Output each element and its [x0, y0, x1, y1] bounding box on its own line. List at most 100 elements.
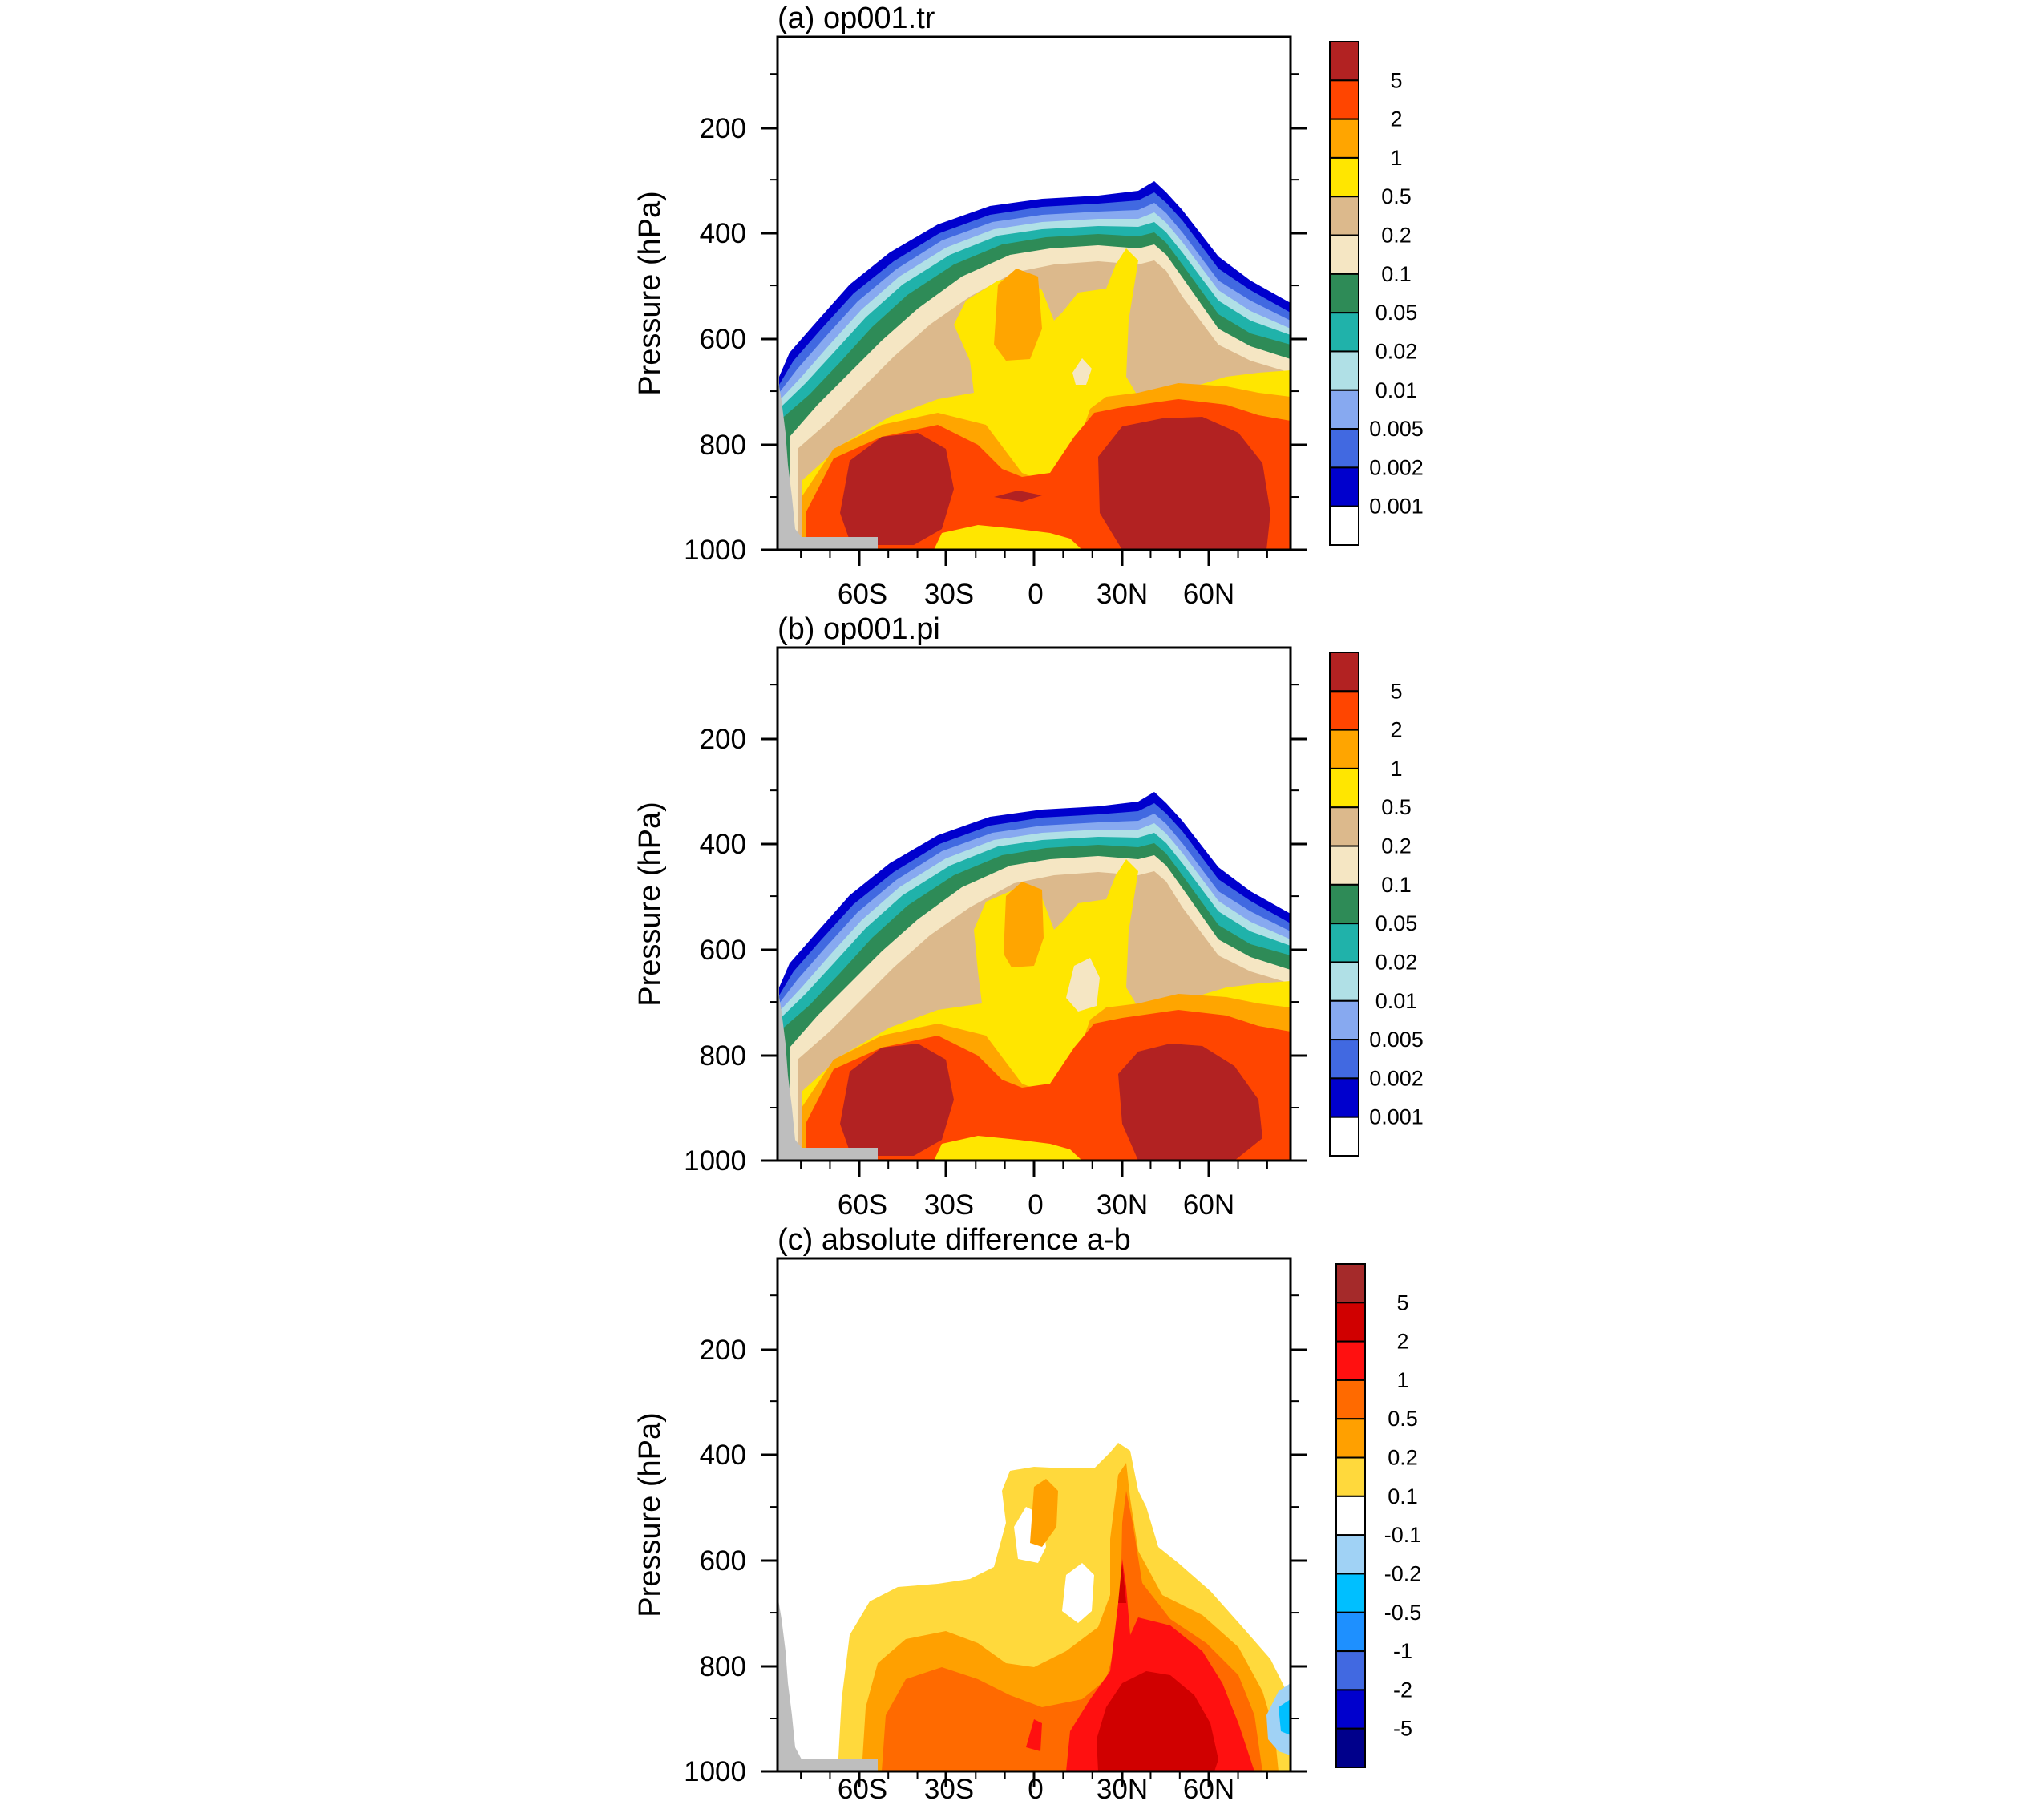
colorbar-label: 0.1 [1381, 873, 1412, 897]
x-tick-label: 60S [838, 1189, 887, 1221]
colorbar-b: 5 2 1 0.5 0.2 0.1 0.05 0.02 0.01 0.005 0.002 0.001 [1329, 652, 1424, 1157]
contour-a-5 [840, 417, 1270, 550]
x-tick-label: 0 [1028, 579, 1043, 610]
colorbar-label: 0.001 [1369, 1105, 1424, 1129]
x-tick-labels-c: 60S 30S 0 30N 60N [838, 1774, 1234, 1805]
colorbar-label: 0.02 [1375, 950, 1418, 974]
colorbar-label: 0.002 [1369, 1066, 1424, 1090]
colorbar-swatch [1329, 845, 1359, 886]
y-tick-label: 400 [700, 829, 746, 860]
y-tick-labels-a: 200 400 600 800 1000 [684, 113, 746, 566]
colorbar-label: 0.005 [1369, 417, 1424, 441]
y-tick-labels-b: 200 400 600 800 1000 [684, 724, 746, 1177]
contour-b-5 [840, 1044, 1262, 1161]
colorbar-swatch [1335, 1534, 1366, 1575]
y-tick-label: 600 [700, 935, 746, 966]
colorbar-label: 0.001 [1369, 495, 1424, 519]
colorbar-swatch [1329, 234, 1359, 275]
colorbar-swatch [1329, 312, 1359, 353]
x-tick-label: 60N [1183, 1189, 1234, 1221]
y-ticks-a [761, 127, 1307, 551]
colorbar-swatch [1329, 652, 1359, 693]
colorbar-swatch [1329, 1077, 1359, 1118]
x-tick-label: 60S [838, 579, 887, 610]
colorbar-swatch [1329, 118, 1359, 159]
colorbar-label: 2 [1390, 107, 1402, 131]
colorbar-label: 0.05 [1375, 301, 1418, 325]
colorbar-swatch [1329, 79, 1359, 120]
colorbar-swatch [1329, 466, 1359, 507]
contour-b-0.1-pocket [1066, 958, 1100, 1012]
topography-b [778, 987, 878, 1161]
colorbar-label: 0.5 [1381, 184, 1412, 208]
colorbar-swatch [1329, 156, 1359, 198]
x-tick-label: 30S [924, 579, 974, 610]
x-tick-label: 60N [1183, 579, 1234, 610]
colorbar-label: 5 [1390, 68, 1402, 92]
colorbar-swatch [1329, 389, 1359, 430]
colorbar-label: -2 [1393, 1678, 1412, 1702]
colorbar-swatch [1329, 767, 1359, 809]
colorbar-label: 1 [1390, 757, 1402, 781]
y-axis-label-b: Pressure (hPa) [633, 802, 667, 1007]
x-tick-label: 60S [838, 1774, 887, 1805]
colorbar-label: -1 [1393, 1639, 1412, 1663]
colorbar-label: -5 [1393, 1717, 1412, 1741]
y-tick-label: 1000 [684, 1145, 746, 1177]
minor-ticks [770, 1294, 1299, 1779]
colorbar-label: 0.1 [1388, 1484, 1418, 1508]
colorbar-swatch [1329, 505, 1359, 547]
colorbar-swatch [1335, 1689, 1366, 1730]
y-tick-label: 1000 [684, 1756, 746, 1787]
contour-c-neg-0.1 [1266, 1683, 1291, 1755]
panel-a-title: (a) op001.tr [778, 2, 935, 35]
colorbar-swatch [1329, 428, 1359, 469]
colorbar-label: 0.5 [1381, 795, 1412, 819]
colorbar-c: 5 2 1 0.5 0.2 0.1 -0.1 -0.2 -0.5 -1 -2 -5 [1335, 1263, 1422, 1769]
colorbar-label: -0.5 [1384, 1601, 1422, 1625]
y-ticks-b [761, 737, 1307, 1162]
colorbar-swatch [1335, 1727, 1366, 1769]
y-tick-label: 200 [700, 113, 746, 144]
contour-a-0.5-interior [934, 525, 1082, 550]
colorbar-swatch [1335, 1611, 1366, 1653]
colorbar-swatch [1335, 1650, 1366, 1691]
contour-a-1-pocket [994, 269, 1042, 361]
x-tick-labels-b: 60S 30S 0 30N 60N [838, 1189, 1234, 1221]
x-tick-label: 0 [1028, 1189, 1043, 1221]
colorbar-swatch [1329, 350, 1359, 391]
y-tick-labels-c: 200 400 600 800 1000 [684, 1335, 746, 1787]
y-tick-label: 400 [700, 1440, 746, 1471]
colorbar-swatch [1335, 1263, 1366, 1304]
x-tick-label: 30N [1097, 1189, 1148, 1221]
colorbar-swatch [1335, 1573, 1366, 1613]
colorbar-label: 0.002 [1369, 455, 1424, 479]
y-tick-label: 600 [700, 324, 746, 355]
panel-c-title: (c) absolute difference a-b [778, 1223, 1131, 1257]
colorbar-swatch [1335, 1495, 1366, 1536]
x-tick-label: 0 [1028, 1774, 1043, 1805]
colorbar-label: 1 [1396, 1368, 1408, 1392]
topography-c [778, 1595, 878, 1771]
y-tick-label: 200 [700, 1335, 746, 1366]
colorbar-swatch [1329, 883, 1359, 925]
contour-b-0.5-interior [934, 1136, 1082, 1161]
x-tick-labels-a: 60S 30S 0 30N 60N [838, 579, 1234, 610]
contour-b-1-pocket [1004, 882, 1044, 967]
colorbar-swatch [1329, 1039, 1359, 1080]
x-tick-label: 30N [1097, 579, 1148, 610]
topography-a [778, 377, 878, 550]
colorbar-label: 0.05 [1375, 911, 1418, 935]
colorbar-swatch [1329, 273, 1359, 314]
colorbar-swatch [1329, 196, 1359, 236]
colorbar-swatch [1335, 1456, 1366, 1497]
colorbar-swatch [1335, 1379, 1366, 1420]
y-tick-label: 600 [700, 1545, 746, 1577]
colorbar-swatch [1329, 729, 1359, 769]
panel-a: (a) op001.tr Pressure (hPa) 200 400 600 … [633, 2, 1424, 610]
panel-c-contours [838, 1443, 1291, 1771]
colorbar-label: 0.005 [1369, 1028, 1424, 1052]
colorbar-label: 0.2 [1381, 224, 1412, 248]
colorbar-swatch [1335, 1418, 1366, 1459]
panel-b-contours [779, 792, 1291, 1161]
